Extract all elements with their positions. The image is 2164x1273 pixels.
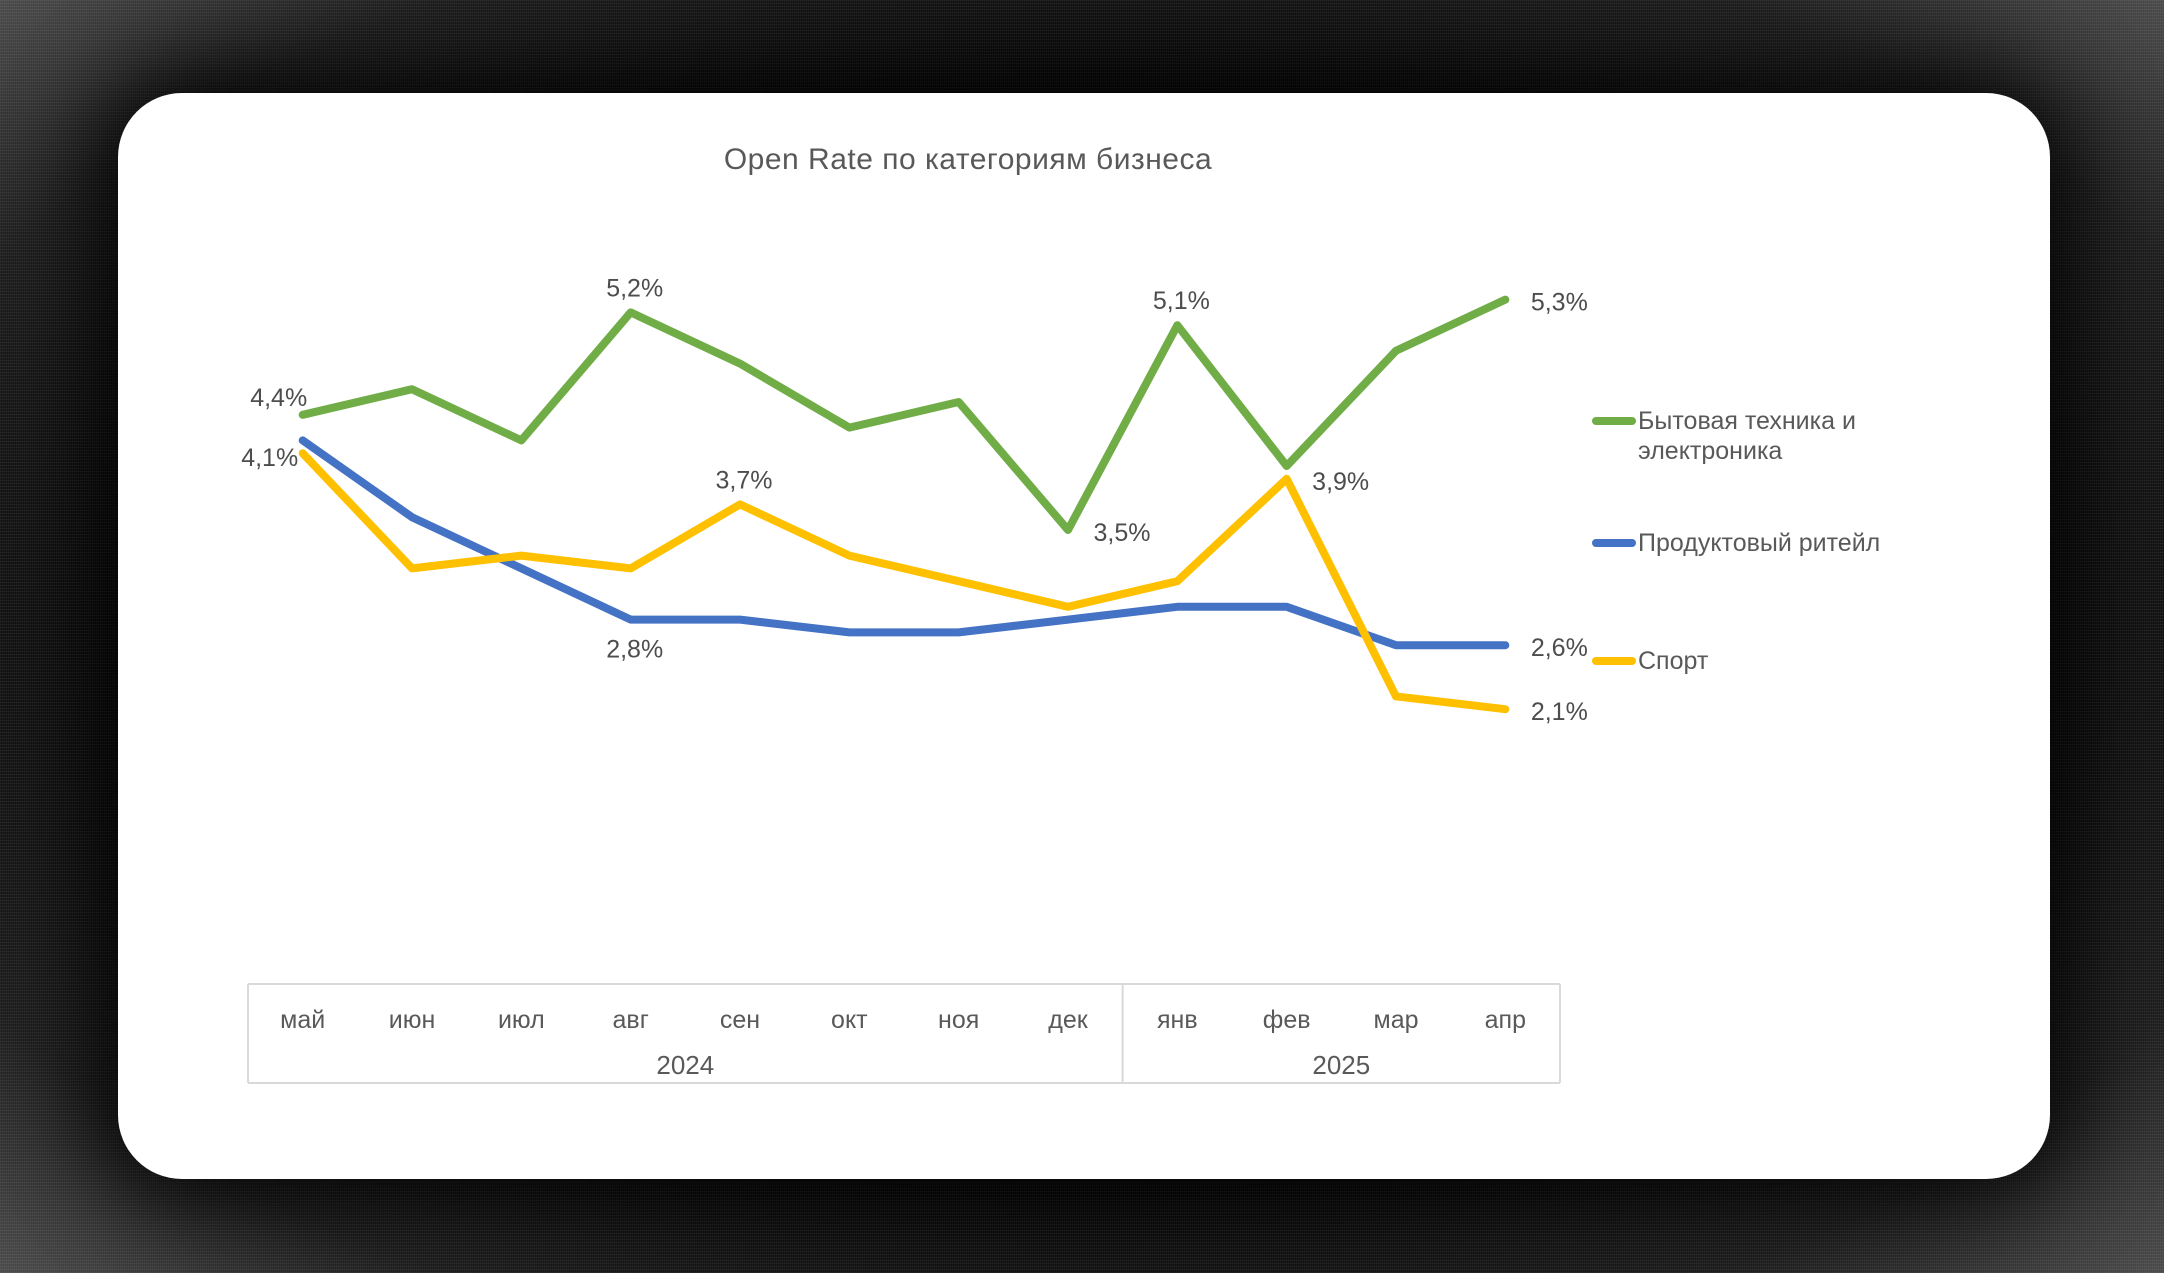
series-line-0: [298, 295, 1510, 534]
data-label-2-11: 2,1%: [1531, 698, 1588, 726]
chart-canvas: май июн июл авг сен окт ноя дек янв фев мар апр 2024…: [241, 274, 1588, 1084]
x-tick-мар: мар: [1374, 1006, 1419, 1034]
data-label-0-0: 4,4%: [250, 384, 307, 412]
data-label-0-7: 3,5%: [1094, 519, 1151, 547]
data-label-0-8: 5,1%: [1153, 287, 1210, 315]
x-year-label-2024: 2024: [656, 1050, 714, 1080]
x-tick-ноя: ноя: [938, 1006, 979, 1034]
x-tick-янв: янв: [1157, 1006, 1198, 1034]
x-year-label-2025: 2025: [1312, 1050, 1370, 1080]
x-tick-июн: июн: [389, 1006, 436, 1034]
x-tick-дек: дек: [1048, 1006, 1088, 1034]
chart-title: Open Rate по категориям бизнеса: [723, 143, 1213, 176]
data-label-0-11: 5,3%: [1531, 289, 1588, 317]
x-tick-апр: апр: [1485, 1006, 1526, 1034]
legend-item-appliances: Бытовая техника и электроника: [1592, 406, 1888, 466]
data-label-2-9: 3,9%: [1312, 468, 1369, 496]
x-tick-сен: сен: [720, 1006, 760, 1034]
data-label-0-3: 5,2%: [606, 274, 663, 302]
data-label-1-11: 2,6%: [1531, 634, 1588, 662]
chart-card: Open Rate по категориям бизнеса май июн ию…: [118, 93, 2050, 1179]
legend-line-blue-icon: [1592, 539, 1636, 547]
legend-item-sport: Спорт: [1592, 646, 1888, 676]
data-label-2-4: 3,7%: [716, 466, 773, 494]
legend-line-yellow-icon: [1592, 657, 1636, 665]
x-tick-июл: июл: [498, 1006, 545, 1034]
legend-line-green-icon: [1592, 417, 1636, 425]
series-line-2: [298, 449, 1510, 714]
x-tick-фев: фев: [1263, 1006, 1311, 1034]
legend-item-grocery: Продуктовый ритейл: [1592, 528, 1888, 558]
x-tick-май: май: [280, 1006, 325, 1034]
data-label-2-0: 4,1%: [241, 444, 298, 472]
x-tick-авг: авг: [613, 1006, 649, 1034]
legend-label-sport: Спорт: [1638, 647, 1709, 675]
legend-label-appliances: Бытовая техника и электроника: [1638, 407, 1856, 465]
legend-label-grocery: Продуктовый ритейл: [1638, 529, 1881, 557]
data-label-1-3: 2,8%: [606, 636, 663, 664]
x-tick-окт: окт: [831, 1006, 868, 1034]
